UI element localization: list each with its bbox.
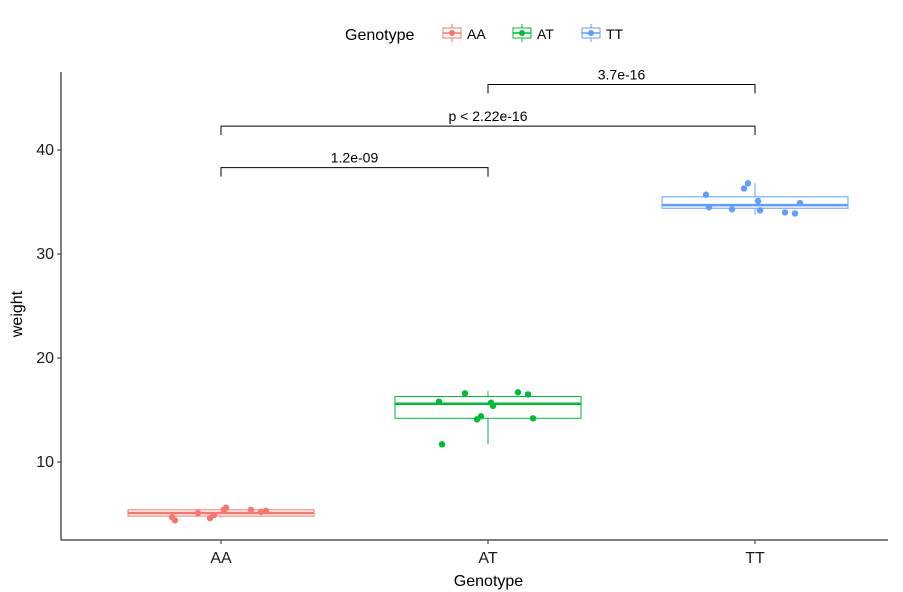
point-tt: [791, 210, 799, 217]
point-at: [435, 398, 443, 405]
point-aa: [171, 517, 179, 524]
p-value-label: p < 2.22e-16: [448, 108, 527, 124]
point-tt: [756, 207, 764, 214]
box-iqr: [394, 395, 582, 419]
point-aa: [222, 504, 230, 511]
point-tt: [705, 204, 713, 211]
point-at: [524, 391, 532, 398]
plot-area: 1.2e-09 p < 2.22e-16 3.7e-16: [127, 66, 849, 524]
point-tt: [781, 209, 789, 216]
y-tick-label: 20: [36, 350, 54, 367]
legend-label: TT: [606, 26, 624, 42]
point-tt: [728, 206, 736, 213]
bracket-line: [487, 83, 756, 94]
x-tick-label: TT: [745, 550, 765, 567]
bracket-line: [220, 167, 489, 177]
point-aa: [247, 506, 255, 514]
legend-key-point: [449, 30, 455, 36]
legend-label: AA: [467, 26, 486, 42]
point-at: [438, 441, 446, 448]
legend-label: AT: [537, 26, 554, 42]
x-tick-label: AA: [210, 550, 232, 567]
legend: Genotype AA AT TT: [345, 24, 624, 44]
y-tick-label: 40: [36, 142, 54, 159]
legend-key-point: [519, 30, 525, 36]
legend-key-at: AT: [512, 24, 554, 42]
x-axis-title: Genotype: [454, 573, 523, 590]
box-tt: [661, 183, 849, 215]
y-tick-label: 10: [36, 454, 54, 471]
point-at: [489, 402, 497, 410]
axes: 10 20 30 40 AA AT TT: [36, 72, 888, 567]
significance-bracket: 1.2e-09: [220, 150, 489, 177]
significance-bracket: p < 2.22e-16: [220, 108, 756, 136]
legend-key-point: [588, 30, 594, 36]
point-aa: [194, 509, 202, 517]
box-iqr: [661, 196, 849, 209]
p-value-label: 3.7e-16: [598, 66, 646, 82]
y-tick-label: 30: [36, 246, 54, 263]
p-value-label: 1.2e-09: [331, 150, 379, 166]
point-at: [477, 413, 485, 420]
legend-key-tt: TT: [581, 24, 624, 42]
point-at: [461, 390, 469, 397]
point-tt: [740, 185, 748, 192]
legend-key-aa: AA: [442, 24, 486, 42]
point-tt: [754, 197, 762, 205]
point-tt: [702, 191, 710, 198]
bracket-line: [220, 125, 756, 136]
point-aa: [262, 507, 270, 515]
legend-title: Genotype: [345, 27, 414, 44]
significance-bracket: 3.7e-16: [487, 66, 756, 94]
box-at: [394, 391, 582, 445]
x-tick-label: AT: [478, 550, 497, 567]
point-at: [529, 415, 537, 422]
point-aa: [257, 508, 265, 516]
point-at: [514, 389, 522, 396]
point-tt: [796, 199, 804, 207]
y-axis-title: weight: [9, 290, 26, 338]
point-aa: [210, 511, 218, 519]
point-tt: [744, 180, 752, 187]
